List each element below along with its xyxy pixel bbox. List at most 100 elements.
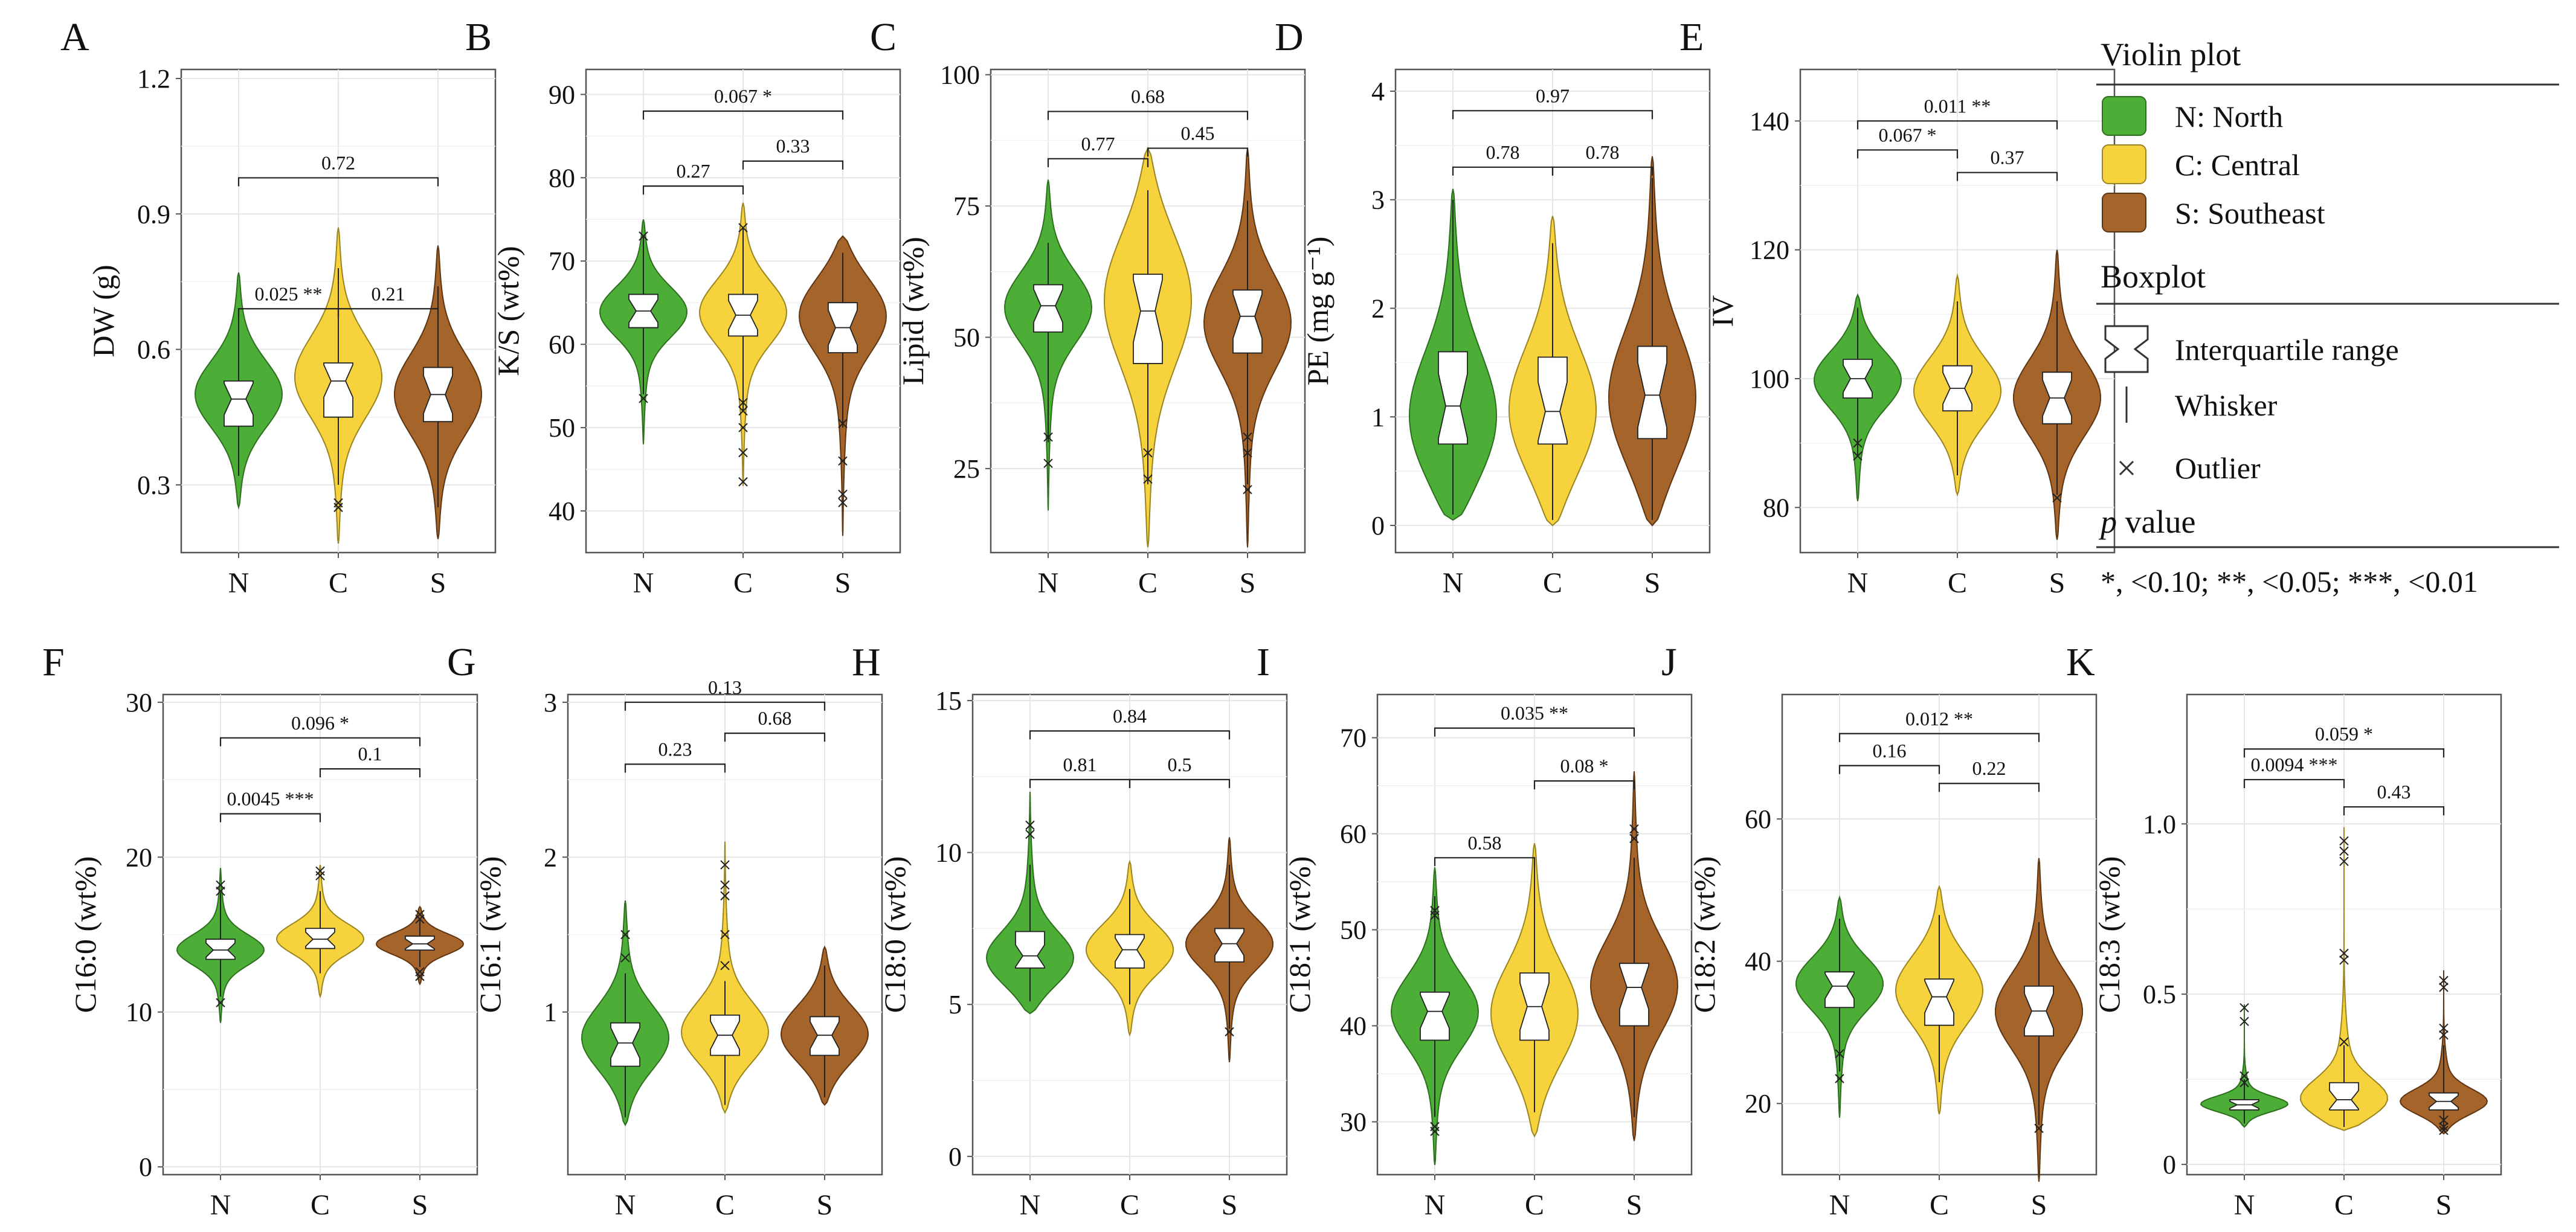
chart-panel-d: 0 1 2 3 4 D PE (mg g⁻¹) N C S 0.78 0.78 0.97 xyxy=(1275,15,1711,599)
outlier-marker xyxy=(1143,474,1153,484)
outlier-stroke xyxy=(720,961,730,971)
p-value-label: 0.78 xyxy=(1586,141,1620,163)
comparison-bracket xyxy=(1838,733,2040,742)
outlier-stroke xyxy=(738,423,748,432)
outlier-stroke xyxy=(333,498,343,508)
y-tick-label: 1 xyxy=(544,998,557,1027)
panel-letter: A xyxy=(60,15,89,59)
comparison-bracket xyxy=(642,185,744,195)
comparison-bracket xyxy=(1047,158,1149,167)
y-tick-label: 2 xyxy=(1371,294,1385,324)
y-tick-label: 30 xyxy=(1340,1108,1367,1137)
outlier-marker xyxy=(639,394,648,403)
outlier-stroke xyxy=(720,929,730,940)
panel-letter: K xyxy=(2066,640,2095,684)
y-tick-label: 4 xyxy=(1371,77,1385,106)
outlier-stroke xyxy=(720,860,730,870)
x-tick-label: S xyxy=(2436,1189,2452,1221)
legend-label-north: N: North xyxy=(2175,100,2283,133)
y-tick-label: 50 xyxy=(953,322,980,352)
outlier-stroke xyxy=(2439,1023,2449,1033)
y-tick-label: 3 xyxy=(544,688,557,717)
legend-p-title: p value xyxy=(2098,504,2195,540)
notched-box xyxy=(205,938,236,960)
outlier-marker xyxy=(1853,451,1863,461)
outlier-stroke xyxy=(720,891,730,901)
comparison-bracket xyxy=(2243,778,2345,788)
panel-letter: H xyxy=(852,640,881,684)
x-tick-label: S xyxy=(1222,1189,1238,1221)
outlier-stroke xyxy=(2439,1125,2449,1135)
chart-panel-g: 1 2 3 G C16:1 (wt%) N C S 0.23 0.68 0.13 xyxy=(447,640,883,1221)
y-axis-label: K/S (wt%) xyxy=(491,246,525,376)
outlier-stroke xyxy=(1629,824,1639,834)
p-value-label: 0.16 xyxy=(1873,740,1907,762)
x-tick-label: C xyxy=(311,1189,330,1221)
outlier-stroke xyxy=(838,498,848,507)
outlier-stroke xyxy=(738,406,748,416)
y-tick-label: 3 xyxy=(1371,185,1385,215)
chart-panel-j: 20 40 60 J C18:2 (wt%) N C S 0.16 0.22 0.012 ** xyxy=(1661,640,2098,1221)
outlier-stroke xyxy=(838,489,848,499)
outlier-stroke xyxy=(1243,432,1252,442)
outlier-marker xyxy=(2439,1125,2449,1135)
p-value-label: 0.84 xyxy=(1113,705,1147,727)
outlier-marker xyxy=(1629,833,1639,844)
legend-swatch-north xyxy=(2102,96,2146,136)
y-tick-label: 80 xyxy=(549,163,575,193)
panel-letter: G xyxy=(447,640,476,684)
outlier-marker xyxy=(333,498,343,508)
y-tick-label: 0 xyxy=(139,1152,152,1182)
notched-box xyxy=(1538,356,1568,445)
chart-panel-f: 0 10 20 30 F C16:0 (wt%) N C S 0.0045 *** 0.1 0.096… xyxy=(42,640,478,1221)
outlier-stroke xyxy=(415,972,425,981)
outlier-stroke xyxy=(2339,955,2349,965)
y-tick-label: 20 xyxy=(1745,1089,1771,1118)
outlier-stroke xyxy=(1225,1027,1234,1037)
outlier-marker xyxy=(1835,1049,1844,1059)
y-tick-label: 0.9 xyxy=(137,199,170,229)
outlier-marker xyxy=(2339,836,2349,846)
y-tick-label: 40 xyxy=(1745,947,1771,977)
y-tick-label: 0 xyxy=(1371,511,1385,541)
notched-box xyxy=(1924,978,1954,1026)
p-value-label: 0.012 ** xyxy=(1905,708,1973,730)
outlier-stroke xyxy=(2439,983,2449,992)
comparison-bracket xyxy=(219,737,421,746)
y-axis-label: C16:1 (wt%) xyxy=(473,856,507,1013)
outlier-stroke xyxy=(1430,910,1440,920)
outlier-stroke xyxy=(1043,458,1053,468)
outlier-marker xyxy=(738,448,748,458)
outlier-stroke xyxy=(415,914,425,924)
outlier-stroke xyxy=(2240,1078,2249,1088)
p-value-label: 0.0094 *** xyxy=(2251,754,2338,775)
notched-box xyxy=(810,1016,840,1056)
outlier-marker xyxy=(720,860,730,870)
y-tick-label: 40 xyxy=(1340,1012,1367,1041)
outlier-stroke xyxy=(415,967,425,977)
y-tick-label: 50 xyxy=(549,413,575,443)
x-tick-label: N xyxy=(2234,1189,2255,1221)
y-axis-label: C16:0 (wt%) xyxy=(68,856,102,1013)
outlier-marker xyxy=(738,398,748,408)
comparison-bracket xyxy=(1434,727,1635,737)
outlier-marker xyxy=(1025,829,1035,839)
outlier-marker xyxy=(2339,846,2349,856)
outlier-stroke xyxy=(1835,1049,1844,1059)
outlier-marker xyxy=(838,456,848,466)
outlier-marker xyxy=(1225,1027,1234,1037)
p-value-label: 0.58 xyxy=(1468,832,1502,853)
x-tick-label: C xyxy=(1930,1189,1949,1221)
y-tick-label: 120 xyxy=(1750,236,1789,265)
y-tick-label: 10 xyxy=(935,838,962,868)
outlier-marker xyxy=(1243,448,1252,458)
outlier-stroke xyxy=(1025,820,1035,830)
outlier-marker xyxy=(720,880,730,890)
outlier-stroke xyxy=(738,477,748,487)
notched-box xyxy=(610,1022,640,1067)
outlier-stroke xyxy=(2339,948,2349,958)
outlier-marker xyxy=(333,502,343,512)
outlier-stroke xyxy=(2439,975,2449,986)
p-value-label: 0.81 xyxy=(1063,754,1097,775)
x-tick-label: S xyxy=(2049,567,2066,599)
